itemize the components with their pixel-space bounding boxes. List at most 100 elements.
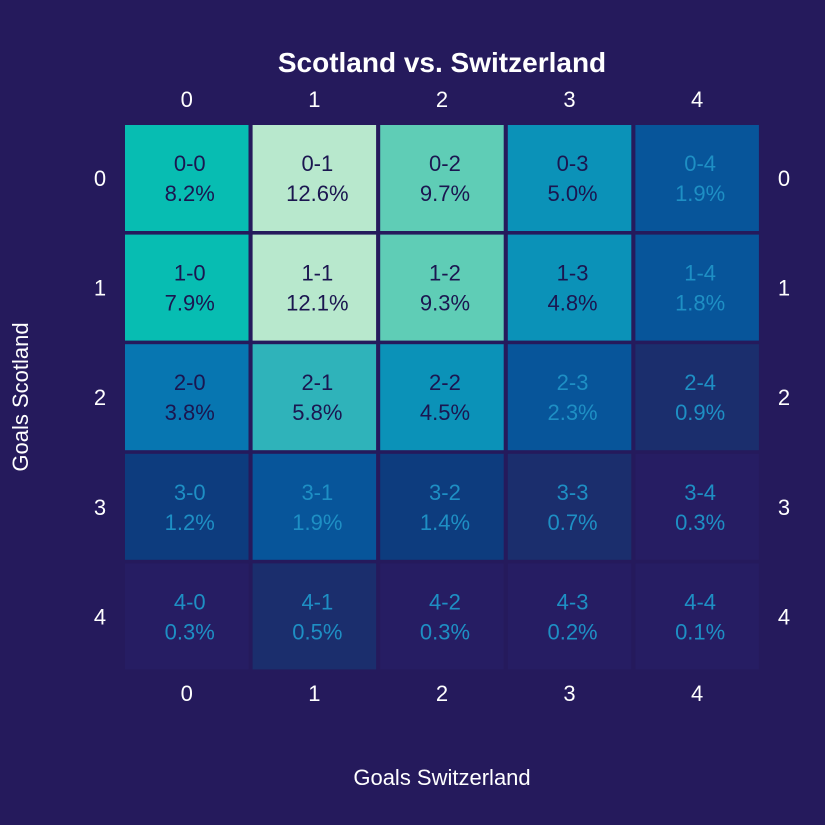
heatmap-cell-4-4: 4-4 0.1% (635, 563, 759, 670)
cell-score-label: 2-0 (174, 370, 206, 395)
heatmap-cell-1-1: 1-1 12.1% (252, 234, 377, 341)
cell-score-label: 0-3 (557, 151, 589, 176)
cell-score-label: 4-0 (174, 589, 206, 614)
cell-probability-label: 4.8% (547, 291, 597, 316)
cell-rect (125, 234, 249, 341)
heatmap-cell-2-2: 2-2 4.5% (380, 344, 504, 451)
cell-probability-label: 5.8% (292, 400, 342, 425)
cell-probability-label: 1.2% (165, 510, 215, 535)
heatmap-cell-2-3: 2-3 2.3% (507, 344, 632, 451)
heatmap-cell-1-0: 1-0 7.9% (125, 234, 249, 341)
cell-rect (380, 234, 504, 341)
cell-score-label: 2-3 (557, 370, 589, 395)
cell-rect (507, 344, 632, 451)
heatmap-cell-3-3: 3-3 0.7% (507, 453, 632, 560)
heatmap-cell-3-1: 3-1 1.9% (252, 453, 377, 560)
heatmap-cell-0-2: 0-2 9.7% (380, 125, 504, 231)
y-axis-right-ticks: 0 1 2 3 4 (778, 166, 790, 629)
heatmap-cell-0-4: 0-4 1.9% (635, 125, 759, 231)
cell-probability-label: 9.3% (420, 291, 470, 316)
cell-probability-label: 0.7% (547, 510, 597, 535)
heatmap-cell-1-3: 1-3 4.8% (507, 234, 632, 341)
chart-title: Scotland vs. Switzerland (278, 47, 606, 78)
cell-score-label: 3-4 (684, 480, 716, 505)
x-tick-top-3: 3 (563, 87, 575, 112)
cell-rect (635, 453, 759, 560)
cell-score-label: 1-1 (301, 261, 333, 286)
cell-probability-label: 1.9% (675, 181, 725, 206)
cell-rect (507, 563, 632, 670)
cell-rect (252, 563, 377, 670)
y-tick-right-1: 1 (778, 276, 790, 301)
x-axis-label: Goals Switzerland (353, 765, 530, 790)
x-tick-top-2: 2 (436, 87, 448, 112)
cell-probability-label: 2.3% (547, 400, 597, 425)
cell-probability-label: 9.7% (420, 181, 470, 206)
cell-rect (125, 125, 249, 231)
heatmap-cell-3-4: 3-4 0.3% (635, 453, 759, 560)
x-tick-bottom-1: 1 (308, 681, 320, 706)
cell-score-label: 4-3 (557, 589, 589, 614)
cell-rect (635, 344, 759, 451)
x-tick-bottom-3: 3 (563, 681, 575, 706)
heatmap-cell-0-3: 0-3 5.0% (507, 125, 632, 231)
cell-probability-label: 0.5% (292, 619, 342, 644)
y-tick-left-4: 4 (94, 604, 106, 629)
x-tick-bottom-4: 4 (691, 681, 703, 706)
cell-score-label: 3-1 (301, 480, 333, 505)
cell-probability-label: 0.3% (420, 619, 470, 644)
cell-rect (252, 453, 377, 560)
cell-rect (125, 563, 249, 670)
cell-probability-label: 0.2% (547, 619, 597, 644)
cell-score-label: 2-2 (429, 370, 461, 395)
heatmap-cell-0-1: 0-1 12.6% (252, 125, 377, 231)
x-tick-bottom-2: 2 (436, 681, 448, 706)
cell-probability-label: 5.0% (547, 181, 597, 206)
heatmap-cell-1-4: 1-4 1.8% (635, 234, 759, 341)
cell-rect (252, 125, 377, 231)
x-tick-top-4: 4 (691, 87, 703, 112)
cell-rect (507, 125, 632, 231)
cell-rect (125, 344, 249, 451)
heatmap-cell-1-2: 1-2 9.3% (380, 234, 504, 341)
cell-probability-label: 4.5% (420, 400, 470, 425)
heatmap-cell-2-0: 2-0 3.8% (125, 344, 249, 451)
cell-probability-label: 0.9% (675, 400, 725, 425)
x-axis-top-ticks: 0 1 2 3 4 (181, 87, 704, 112)
x-axis-bottom-ticks: 0 1 2 3 4 (181, 681, 704, 706)
cell-rect (380, 563, 504, 670)
y-tick-left-1: 1 (94, 276, 106, 301)
heatmap-cell-3-0: 3-0 1.2% (125, 453, 249, 560)
cell-score-label: 0-2 (429, 151, 461, 176)
cell-probability-label: 12.1% (286, 291, 348, 316)
cell-probability-label: 12.6% (286, 181, 348, 206)
y-tick-left-3: 3 (94, 495, 106, 520)
cell-score-label: 0-1 (301, 151, 333, 176)
cell-rect (252, 344, 377, 451)
cell-score-label: 0-4 (684, 151, 716, 176)
x-tick-top-0: 0 (181, 87, 193, 112)
cell-probability-label: 0.3% (165, 619, 215, 644)
heatmap-cell-4-1: 4-1 0.5% (252, 563, 377, 670)
x-tick-top-1: 1 (308, 87, 320, 112)
cell-rect (635, 125, 759, 231)
y-tick-left-2: 2 (94, 385, 106, 410)
cell-score-label: 2-1 (301, 370, 333, 395)
cell-score-label: 1-4 (684, 261, 716, 286)
heatmap-cell-2-4: 2-4 0.9% (635, 344, 759, 451)
cell-rect (252, 234, 377, 341)
cell-rect (507, 453, 632, 560)
cell-score-label: 3-3 (557, 480, 589, 505)
cell-probability-label: 8.2% (165, 181, 215, 206)
heatmap-cell-4-3: 4-3 0.2% (507, 563, 632, 670)
cell-rect (380, 453, 504, 560)
cell-score-label: 4-2 (429, 589, 461, 614)
cell-probability-label: 3.8% (165, 400, 215, 425)
heatmap-cell-0-0: 0-0 8.2% (125, 125, 249, 231)
cell-probability-label: 1.4% (420, 510, 470, 535)
cell-probability-label: 0.3% (675, 510, 725, 535)
cell-score-label: 1-3 (557, 261, 589, 286)
cell-score-label: 3-2 (429, 480, 461, 505)
y-tick-right-3: 3 (778, 495, 790, 520)
